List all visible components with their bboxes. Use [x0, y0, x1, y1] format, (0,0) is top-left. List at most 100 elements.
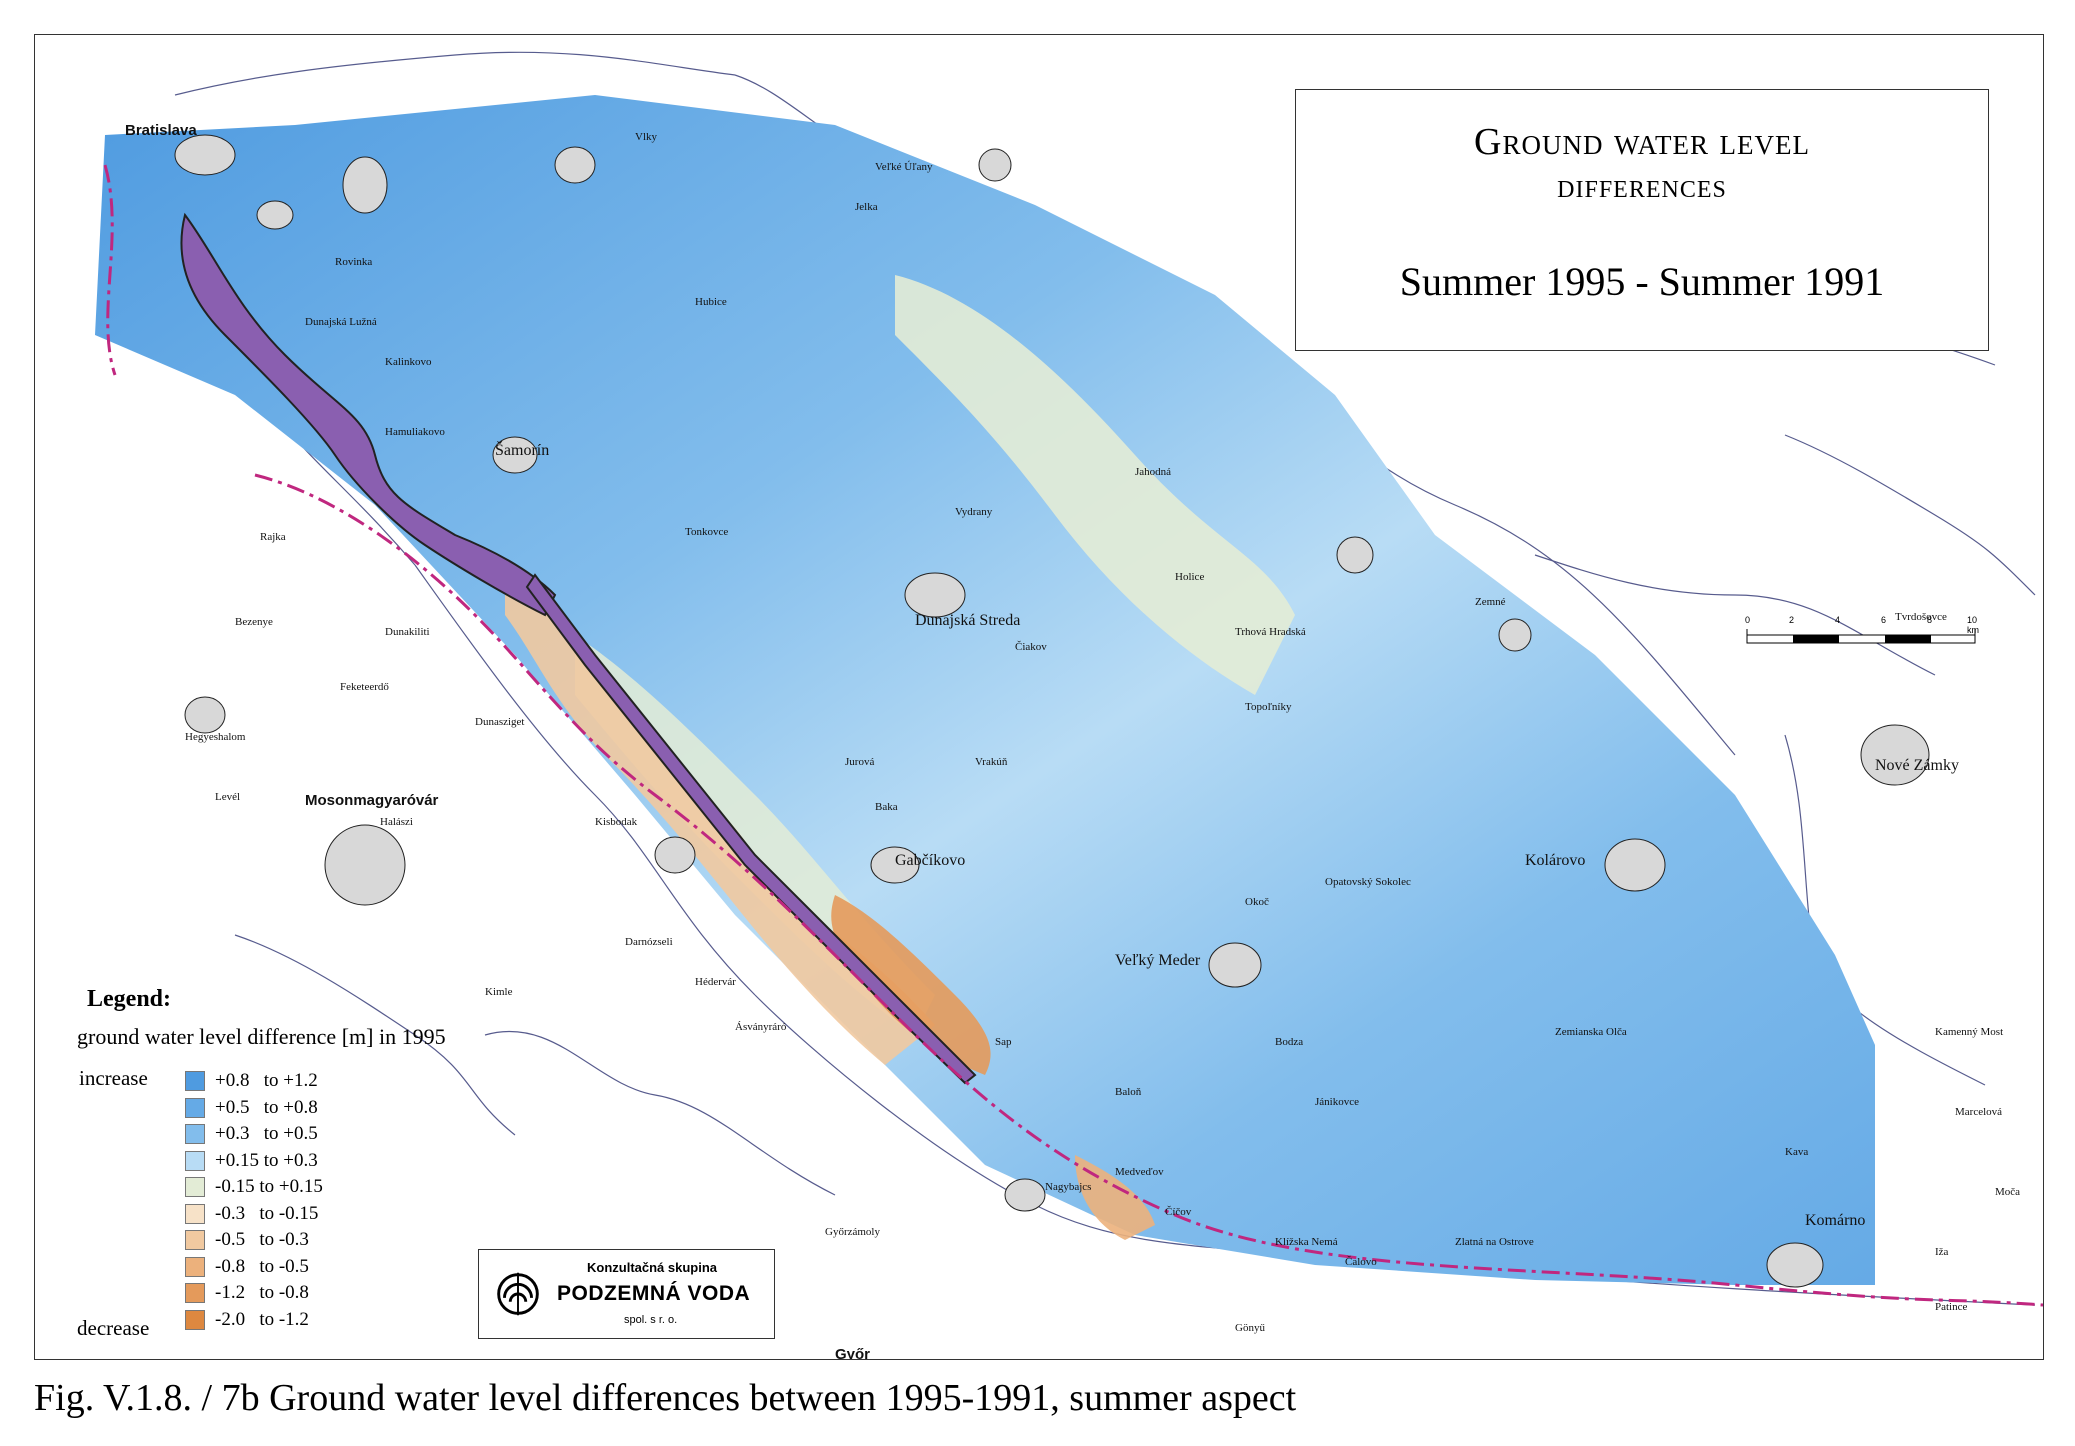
logo-company-group: Konzultačná skupina: [587, 1260, 718, 1275]
legend-swatch: [185, 1309, 205, 1330]
label-baka: Baka: [875, 801, 898, 813]
study-area-field: [95, 95, 1875, 1285]
label-kamenny-most: Kamenný Most: [1935, 1026, 2003, 1038]
label-hedervar: Hédervár: [695, 976, 736, 988]
label-jahodna: Jahodná: [1135, 466, 1171, 478]
legend-row: -0.8 to -0.5: [185, 1254, 323, 1281]
label-kalinkovo: Kalinkovo: [385, 356, 432, 368]
label-bezenye: Bezenye: [235, 616, 273, 628]
legend-row: -0.3 to -0.15: [185, 1201, 323, 1228]
label-komarno: Komárno: [1805, 1212, 1865, 1229]
label-rajka: Rajka: [260, 531, 286, 543]
label-tvrdosovce: Tvrdošovce: [1895, 611, 1947, 623]
logo-icon: [497, 1272, 539, 1316]
label-gabcikovo: Gabčíkovo: [895, 852, 965, 869]
label-nove-zamky: Nové Zámky: [1875, 757, 1959, 774]
title-line-1: Ground water level: [1474, 121, 1810, 163]
legend-row: -0.15 to +0.15: [185, 1174, 323, 1201]
legend-label: -0.15 to +0.15: [215, 1176, 323, 1198]
label-rovinka: Rovinka: [335, 256, 372, 268]
label-halaszi: Halászi: [380, 816, 413, 828]
legend-label: -0.5 to -0.3: [215, 1229, 309, 1251]
legend-label: -0.8 to -0.5: [215, 1255, 309, 1277]
label-ciciov: Číčov: [1165, 1206, 1192, 1218]
map-frame: Bratislava Šamorín Dunajská Streda Gabčí…: [34, 34, 2044, 1360]
label-klizska-nema: Klížska Nemá: [1275, 1236, 1338, 1248]
map-canvas: Bratislava Šamorín Dunajská Streda Gabčí…: [95, 51, 2043, 1359]
legend-label: +0.3 to +0.5: [215, 1123, 318, 1145]
label-asvanyraro: Ásványráró: [735, 1021, 787, 1033]
legend-label: +0.8 to +1.2: [215, 1070, 318, 1092]
scale-tick-label: 8: [1927, 615, 1933, 625]
label-dunakiliti: Dunakiliti: [385, 626, 430, 638]
legend-row: -2.0 to -1.2: [185, 1307, 323, 1334]
zone-decrease-strong: [831, 895, 991, 1075]
legend-decrease-label: decrease: [77, 1316, 150, 1340]
legend-label: +0.5 to +0.8: [215, 1096, 318, 1118]
label-calovo: Čalovo: [1345, 1256, 1377, 1268]
label-hubice: Hubice: [695, 296, 727, 308]
label-vrakun: Vrakúň: [975, 756, 1008, 768]
legend-subtitle: ground water level difference [m] in 199…: [77, 1024, 446, 1049]
title-line-2: differences: [1557, 168, 1727, 205]
label-zemianska-olca: Zemianska Olča: [1555, 1026, 1627, 1038]
legend-row: +0.5 to +0.8: [185, 1095, 323, 1122]
label-vlky: Vlky: [635, 131, 658, 143]
label-vydrany: Vydrany: [955, 506, 993, 518]
legend-swatch: [185, 1256, 205, 1277]
figure-caption: Fig. V.1.8. / 7b Ground water level diff…: [34, 1377, 1297, 1419]
legend-row: +0.15 to +0.3: [185, 1148, 323, 1175]
label-opatovsky-sokolec: Opatovský Sokolec: [1325, 876, 1411, 888]
scale-tick-label: 2: [1789, 615, 1795, 625]
legend-increase-label: increase: [79, 1066, 148, 1090]
label-nagybajcs: Nagybajcs: [1045, 1181, 1091, 1193]
logo-company-name: PODZEMNÁ VODA: [557, 1282, 751, 1305]
company-logo-box: Konzultačná skupina PODZEMNÁ VODA spol. …: [478, 1249, 775, 1339]
label-gyor: Győr: [835, 1346, 870, 1359]
legend-swatch: [185, 1203, 205, 1224]
label-dunajska-luzna: Dunajská Lužná: [305, 316, 377, 328]
scale-tick-label: 6: [1881, 615, 1887, 625]
label-level: Levél: [215, 791, 240, 803]
scale-bar: 0 2 4 6 8 10 km: [1745, 615, 1985, 660]
legend-label: -1.2 to -0.8: [215, 1282, 309, 1304]
label-moca: Moča: [1995, 1186, 2020, 1198]
scale-tick-label: 4: [1835, 615, 1841, 625]
label-velky-meder: Veľký Meder: [1115, 952, 1201, 969]
label-patince: Patince: [1935, 1301, 1967, 1313]
legend-swatch: [185, 1071, 205, 1092]
legend-swatch: [185, 1097, 205, 1118]
legend-swatch: [185, 1177, 205, 1198]
label-mosonmagyarovar: Mosonmagyaróvár: [305, 792, 439, 809]
label-feketeerdo: Feketeerdő: [340, 681, 389, 693]
scale-bar-graphic: [1746, 629, 1976, 644]
legend: Legend: ground water level difference [m…: [77, 986, 547, 1356]
logo-company-suffix: spol. s r. o.: [624, 1314, 678, 1326]
danube-border: [103, 164, 2043, 1307]
label-ciakov: Čiakov: [1015, 641, 1047, 653]
label-kimle: Kimle: [485, 986, 513, 998]
label-balon: Baloň: [1115, 1086, 1142, 1098]
label-gyorzamoly: Győrzámoly: [825, 1226, 880, 1238]
legend-swatch: [185, 1124, 205, 1145]
title-subtitle: Summer 1995 - Summer 1991: [1399, 259, 1885, 304]
label-holice: Holice: [1175, 571, 1204, 583]
legend-row: +0.8 to +1.2: [185, 1068, 323, 1095]
label-zemne: Zemné: [1475, 596, 1506, 608]
label-kava: Kava: [1785, 1146, 1808, 1158]
scale-tick-label: 10 km: [1967, 615, 1979, 635]
label-sap: Sap: [995, 1036, 1012, 1048]
label-hamuliakovo: Hamuliakovo: [385, 426, 445, 438]
label-okoc: Okoč: [1245, 896, 1269, 908]
label-bodza: Bodza: [1275, 1036, 1303, 1048]
label-hegyeshalom: Hegyeshalom: [185, 731, 246, 743]
label-janikovce: Jánikovce: [1315, 1096, 1359, 1108]
legend-label: -2.0 to -1.2: [215, 1308, 309, 1330]
label-zlatna: Zlatná na Ostrove: [1455, 1236, 1534, 1248]
legend-items: +0.8 to +1.2 +0.5 to +0.8 +0.3 to +0.5 +0.1…: [185, 1068, 323, 1333]
label-jurova: Jurová: [845, 756, 874, 768]
label-kisbodak: Kisbodak: [595, 816, 638, 828]
label-medvedov: Medveďov: [1115, 1166, 1164, 1178]
legend-row: -1.2 to -0.8: [185, 1280, 323, 1307]
label-trhova-hradska: Trhová Hradská: [1235, 626, 1306, 638]
